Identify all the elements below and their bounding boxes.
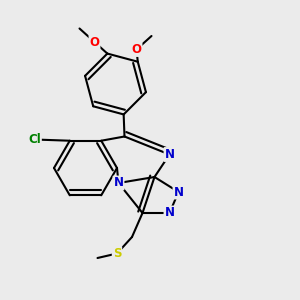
Text: O: O (89, 35, 100, 49)
Text: N: N (113, 176, 124, 190)
Text: S: S (113, 247, 121, 260)
Text: N: N (173, 185, 184, 199)
Text: Cl: Cl (28, 133, 41, 146)
Text: N: N (164, 206, 175, 220)
Text: O: O (131, 43, 142, 56)
Text: N: N (164, 148, 175, 161)
